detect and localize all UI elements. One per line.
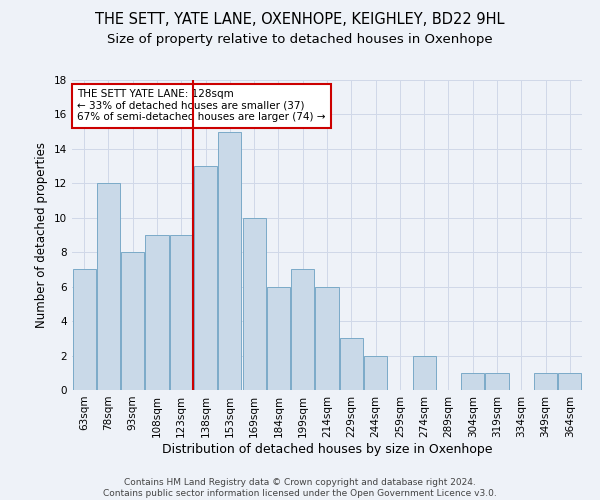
Bar: [97, 184, 120, 390]
Bar: [218, 132, 241, 390]
Text: THE SETT YATE LANE: 128sqm
← 33% of detached houses are smaller (37)
67% of semi: THE SETT YATE LANE: 128sqm ← 33% of deta…: [77, 90, 326, 122]
Bar: [485, 373, 509, 390]
Bar: [559, 373, 581, 390]
Bar: [194, 166, 217, 390]
Bar: [145, 235, 169, 390]
Y-axis label: Number of detached properties: Number of detached properties: [35, 142, 49, 328]
Text: Contains HM Land Registry data © Crown copyright and database right 2024.
Contai: Contains HM Land Registry data © Crown c…: [103, 478, 497, 498]
Bar: [267, 286, 290, 390]
Bar: [461, 373, 484, 390]
Bar: [340, 338, 363, 390]
X-axis label: Distribution of detached houses by size in Oxenhope: Distribution of detached houses by size …: [162, 442, 492, 456]
Text: Size of property relative to detached houses in Oxenhope: Size of property relative to detached ho…: [107, 32, 493, 46]
Bar: [364, 356, 387, 390]
Text: THE SETT, YATE LANE, OXENHOPE, KEIGHLEY, BD22 9HL: THE SETT, YATE LANE, OXENHOPE, KEIGHLEY,…: [95, 12, 505, 28]
Bar: [242, 218, 266, 390]
Bar: [170, 235, 193, 390]
Bar: [73, 270, 95, 390]
Bar: [534, 373, 557, 390]
Bar: [316, 286, 338, 390]
Bar: [121, 252, 144, 390]
Bar: [291, 270, 314, 390]
Bar: [413, 356, 436, 390]
